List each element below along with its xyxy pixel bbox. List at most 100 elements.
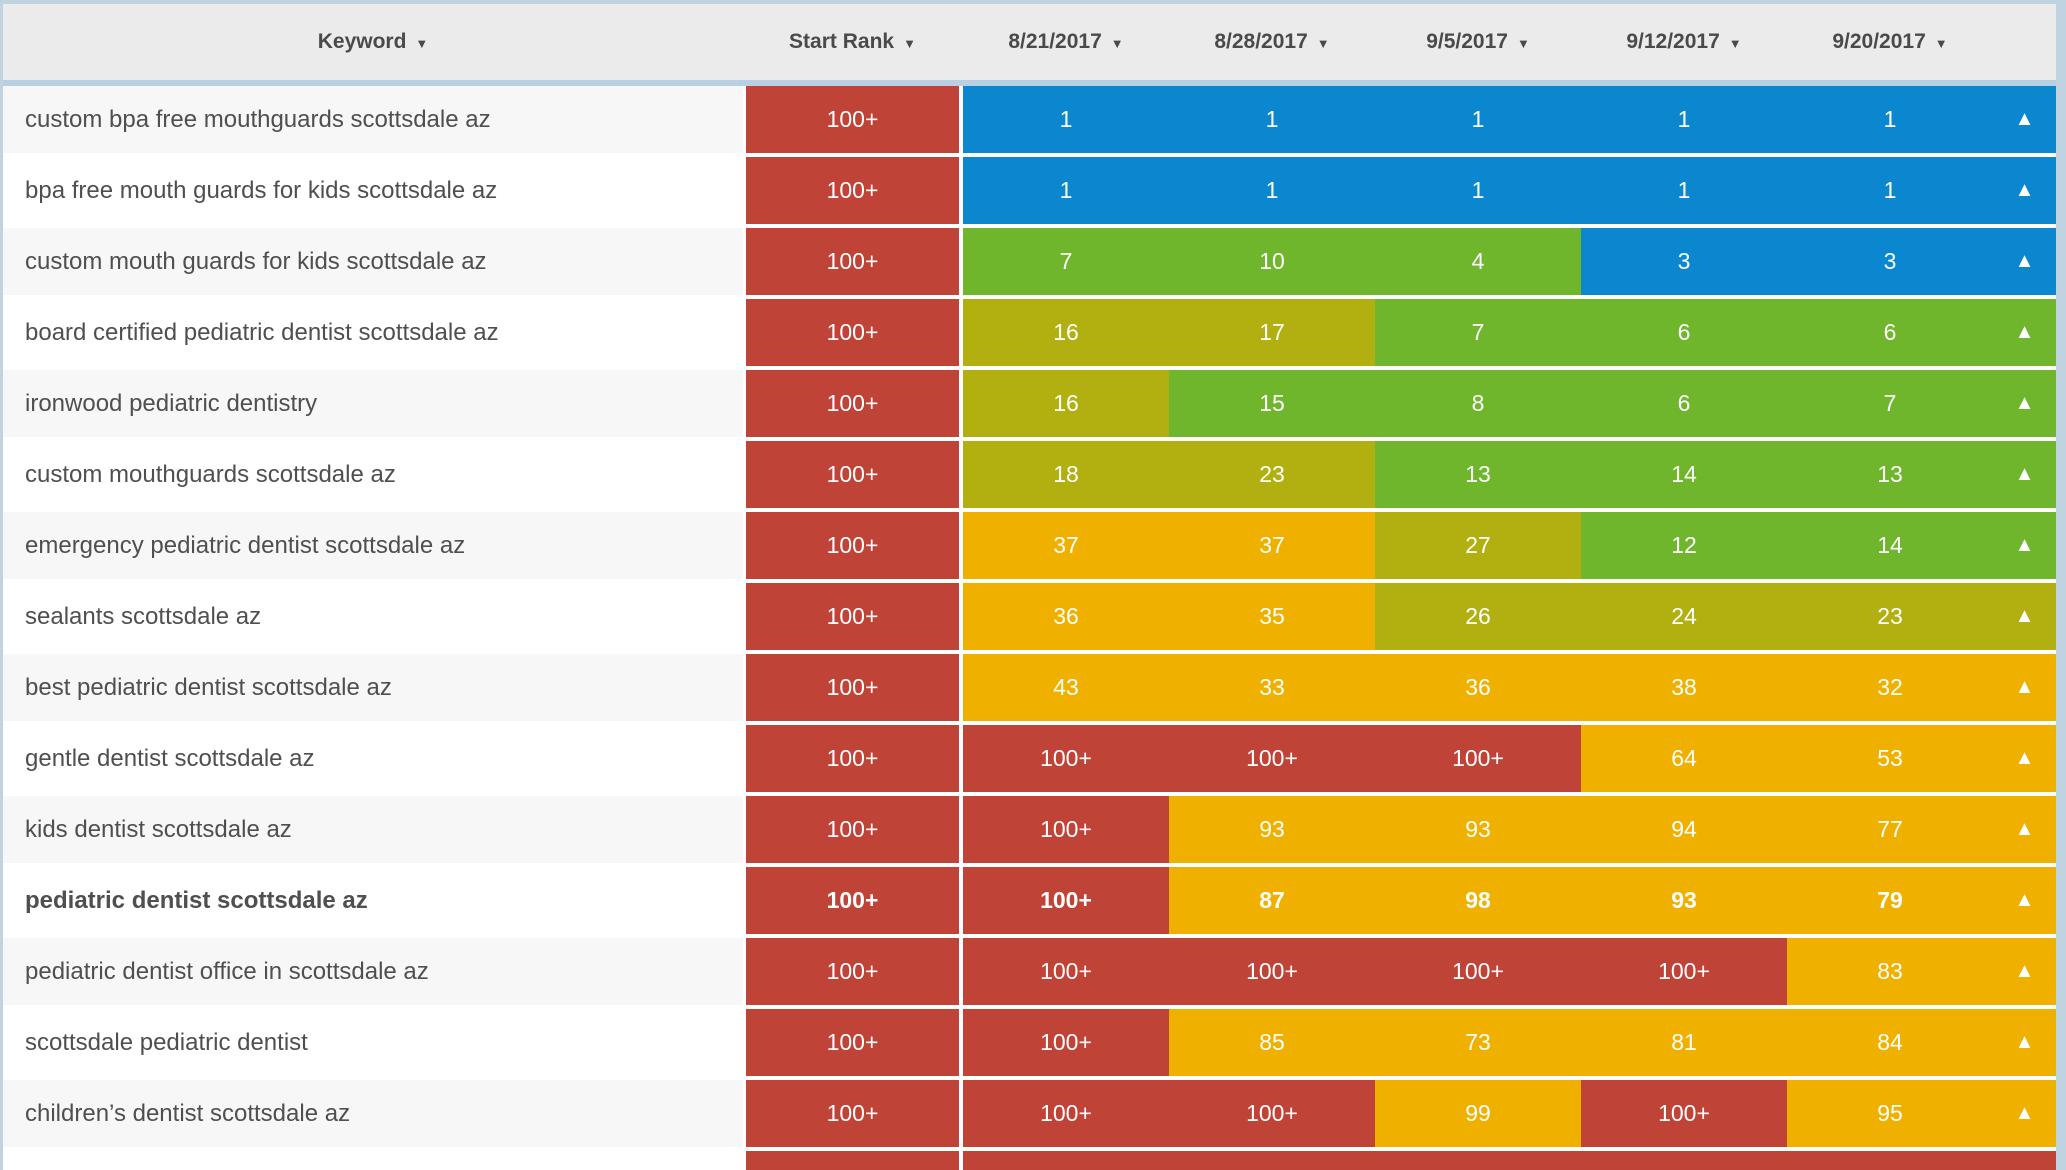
header-cell-date-2[interactable]: 8/28/2017 ▼ <box>1169 4 1375 80</box>
trend-cell[interactable]: ▲ <box>1993 725 2056 792</box>
trend-cell[interactable]: ▲ <box>1993 1009 2056 1076</box>
rank-cell: 100+ <box>1169 1080 1375 1147</box>
rank-cell: 6 <box>1787 299 1993 366</box>
table-row <box>3 1151 2056 1170</box>
trend-cell[interactable]: ▲ <box>1993 157 2056 224</box>
header-cell-keyword[interactable]: Keyword ▼ <box>3 4 743 80</box>
trend-cell[interactable]: ▲ <box>1993 228 2056 295</box>
trend-up-icon: ▲ <box>2014 463 2035 485</box>
header-cell-start-rank[interactable]: Start Rank ▼ <box>746 4 959 80</box>
header-cell-date-1[interactable]: 8/21/2017 ▼ <box>963 4 1169 80</box>
header-label-date-5: 9/20/2017 <box>1832 30 1926 53</box>
rank-cell: 33 <box>1169 654 1375 721</box>
keyword-cell[interactable]: ironwood pediatric dentistry <box>3 370 743 437</box>
rank-cell: 27 <box>1375 512 1581 579</box>
rank-cell: 1 <box>963 157 1169 224</box>
trend-cell[interactable]: ▲ <box>1993 938 2056 1005</box>
rank-cell: 7 <box>1787 370 1993 437</box>
keyword-cell[interactable]: pediatric dentist scottsdale az <box>3 867 743 934</box>
sort-down-icon[interactable]: ▼ <box>1728 35 1742 51</box>
rank-cell: 10 <box>1169 228 1375 295</box>
rank-cell: 13 <box>1375 441 1581 508</box>
trend-cell[interactable]: ▲ <box>1993 441 2056 508</box>
trend-up-icon: ▲ <box>2014 1102 2035 1124</box>
start-rank-cell: 100+ <box>746 157 959 224</box>
table-row: children’s dentist scottsdale az 100+ 10… <box>3 1080 2056 1147</box>
start-rank-cell: 100+ <box>746 938 959 1005</box>
rank-cell: 17 <box>1169 299 1375 366</box>
rank-cell: 84 <box>1787 1009 1993 1076</box>
rank-cell: 100+ <box>963 796 1169 863</box>
header-cell-date-4[interactable]: 9/12/2017 ▼ <box>1581 4 1787 80</box>
start-rank-cell: 100+ <box>746 583 959 650</box>
rank-cell: 6 <box>1581 370 1787 437</box>
rank-cell: 79 <box>1787 867 1993 934</box>
sort-down-icon[interactable]: ▼ <box>1316 35 1330 51</box>
rank-cell: 100+ <box>1169 938 1375 1005</box>
header-cell-date-5[interactable]: 9/20/2017 ▼ <box>1787 4 1993 80</box>
sort-down-icon[interactable]: ▼ <box>1934 35 1948 51</box>
rank-cell: 85 <box>1169 1009 1375 1076</box>
keyword-cell[interactable]: emergency pediatric dentist scottsdale a… <box>3 512 743 579</box>
rank-cell: 100+ <box>963 725 1169 792</box>
header-cell-date-3[interactable]: 9/5/2017 ▼ <box>1375 4 1581 80</box>
sort-down-icon[interactable]: ▼ <box>903 35 916 51</box>
trend-cell[interactable]: ▲ <box>1993 654 2056 721</box>
rank-cell: 100+ <box>963 1009 1169 1076</box>
trend-cell[interactable]: ▲ <box>1993 512 2056 579</box>
rank-cell: 93 <box>1169 796 1375 863</box>
keyword-cell[interactable]: board certified pediatric dentist scotts… <box>3 299 743 366</box>
keyword-cell[interactable]: gentle dentist scottsdale az <box>3 725 743 792</box>
keyword-cell[interactable]: best pediatric dentist scottsdale az <box>3 654 743 721</box>
sort-down-icon[interactable]: ▼ <box>1110 35 1124 51</box>
rank-cell: 13 <box>1787 441 1993 508</box>
rank-cell: 100+ <box>1375 725 1581 792</box>
rank-cell: 6 <box>1581 299 1787 366</box>
start-rank-cell: 100+ <box>746 654 959 721</box>
rank-cell: 93 <box>1375 796 1581 863</box>
keyword-cell[interactable]: scottsdale pediatric dentist <box>3 1009 743 1076</box>
rank-cell: 95 <box>1787 1080 1993 1147</box>
rank-cell: 7 <box>1375 299 1581 366</box>
header-divider <box>3 80 2056 86</box>
table-header-row: Keyword ▼ Start Rank ▼ 8/21/2017 ▼ 8/28/… <box>3 4 2056 80</box>
keyword-cell[interactable]: children’s dentist scottsdale az <box>3 1080 743 1147</box>
keyword-cell[interactable]: custom mouthguards scottsdale az <box>3 441 743 508</box>
rank-cell: 1 <box>1787 86 1993 153</box>
trend-up-icon: ▲ <box>2014 321 2035 343</box>
rank-cell: 35 <box>1169 583 1375 650</box>
sort-down-icon[interactable]: ▼ <box>415 35 429 51</box>
trend-up-icon: ▲ <box>2014 392 2035 414</box>
trend-cell[interactable]: ▲ <box>1993 583 2056 650</box>
trend-cell[interactable]: ▲ <box>1993 299 2056 366</box>
rank-cell: 1 <box>1375 157 1581 224</box>
keyword-cell[interactable]: sealants scottsdale az <box>3 583 743 650</box>
keyword-cell[interactable] <box>3 1151 743 1170</box>
rank-cell: 100+ <box>963 1080 1169 1147</box>
keyword-cell[interactable]: kids dentist scottsdale az <box>3 796 743 863</box>
header-label-date-1: 8/21/2017 <box>1008 30 1102 53</box>
trend-cell[interactable]: ▲ <box>1993 86 2056 153</box>
start-rank-cell: 100+ <box>746 1009 959 1076</box>
rank-cell: 16 <box>963 370 1169 437</box>
trend-cell[interactable]: ▲ <box>1993 1080 2056 1147</box>
header-label-date-4: 9/12/2017 <box>1626 30 1720 53</box>
trend-cell[interactable]: ▲ <box>1993 867 2056 934</box>
table-row: custom mouthguards scottsdale az 100+ 18… <box>3 441 2056 508</box>
rank-cell: 3 <box>1787 228 1993 295</box>
trend-up-icon: ▲ <box>2014 250 2035 272</box>
sort-down-icon[interactable]: ▼ <box>1516 35 1530 51</box>
rank-cell <box>1787 1151 1993 1170</box>
trend-cell[interactable]: ▲ <box>1993 796 2056 863</box>
keyword-cell[interactable]: pediatric dentist office in scottsdale a… <box>3 938 743 1005</box>
start-rank-cell: 100+ <box>746 86 959 153</box>
rank-cell: 14 <box>1787 512 1993 579</box>
keyword-cell[interactable]: custom mouth guards for kids scottsdale … <box>3 228 743 295</box>
header-label-date-2: 8/28/2017 <box>1214 30 1308 53</box>
table-row: scottsdale pediatric dentist 100+ 100+ 8… <box>3 1009 2056 1076</box>
keyword-cell[interactable]: custom bpa free mouthguards scottsdale a… <box>3 86 743 153</box>
trend-cell[interactable]: ▲ <box>1993 370 2056 437</box>
trend-cell[interactable] <box>1993 1151 2056 1170</box>
rank-cell: 7 <box>963 228 1169 295</box>
keyword-cell[interactable]: bpa free mouth guards for kids scottsdal… <box>3 157 743 224</box>
